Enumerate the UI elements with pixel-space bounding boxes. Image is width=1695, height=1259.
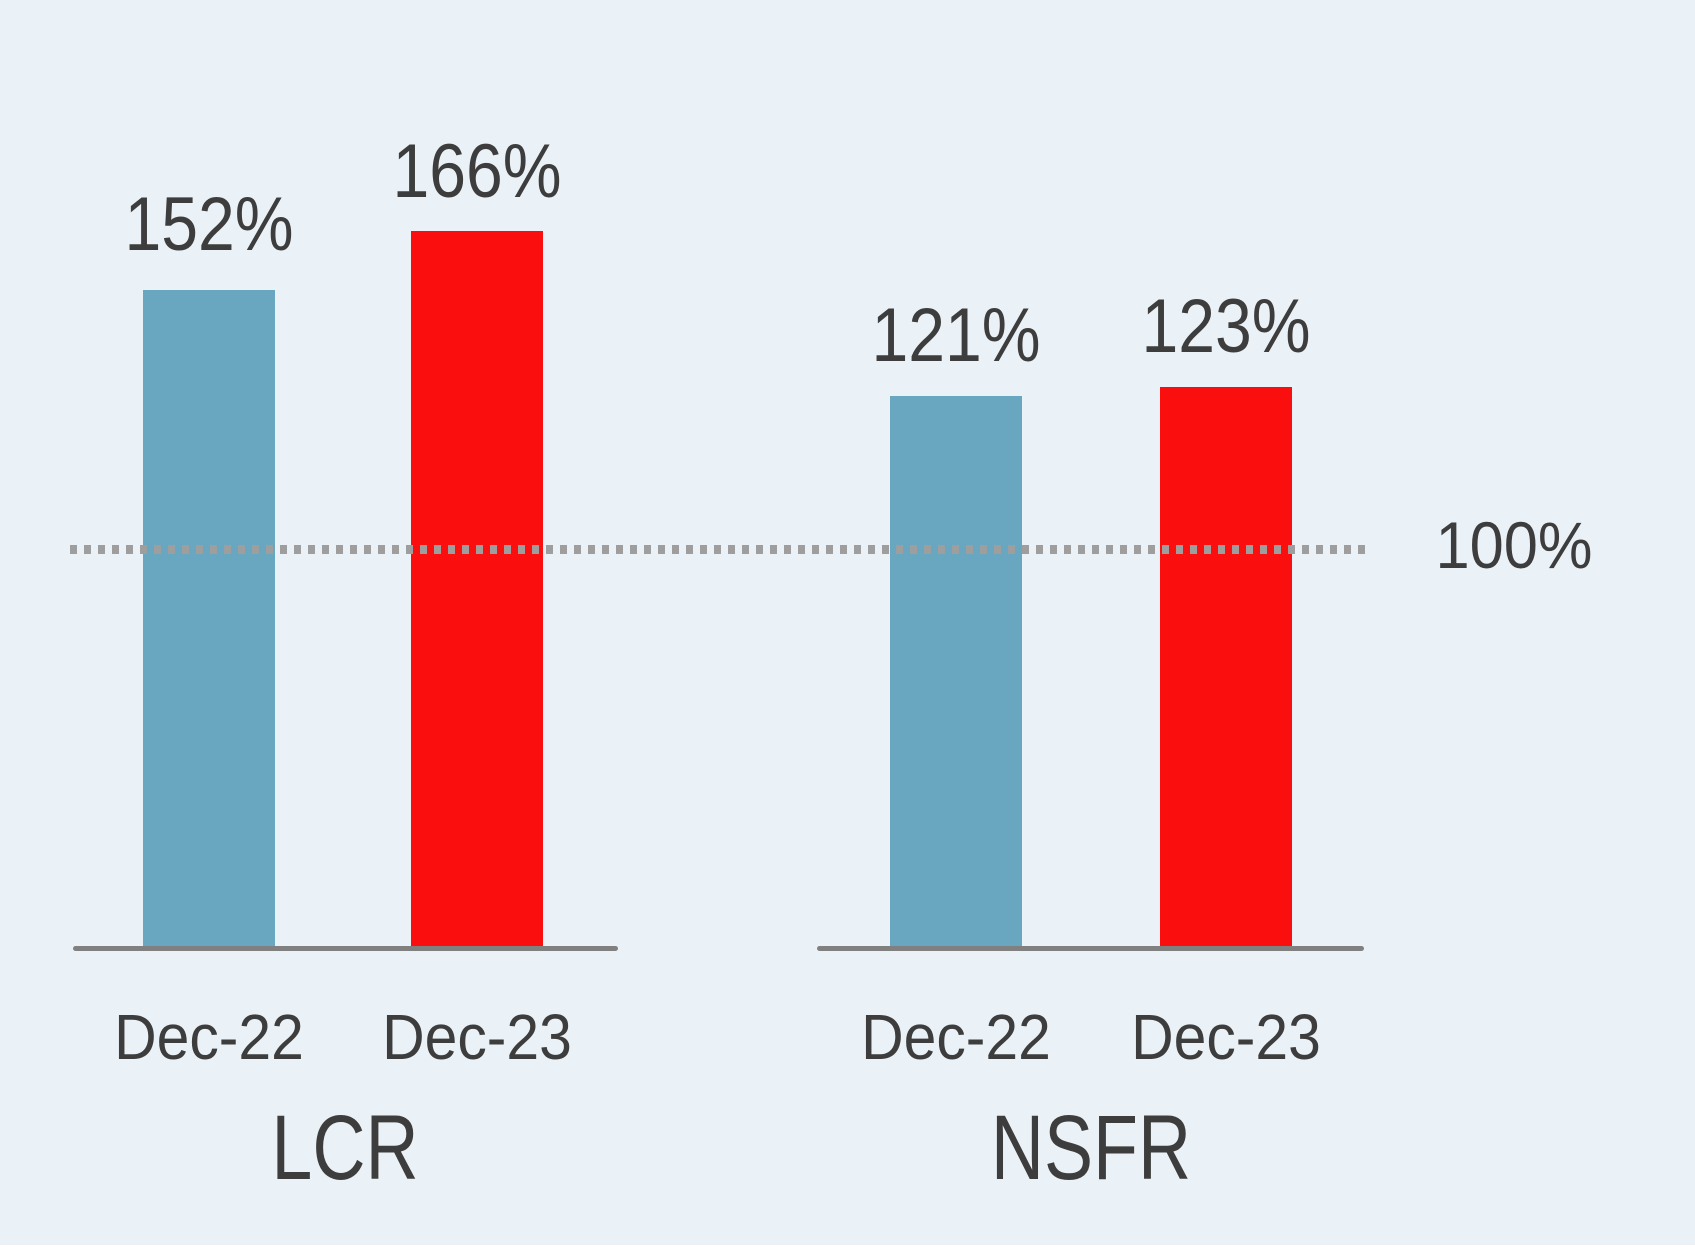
value-label-nsfr-dec22: 121%: [871, 293, 1041, 378]
footer-strip: [0, 1245, 1695, 1259]
category-label-lcr-dec22: Dec-22: [114, 1001, 304, 1073]
reference-line-label: 100%: [1435, 508, 1593, 582]
value-label-lcr-dec22: 152%: [124, 182, 294, 267]
x-axis-line-lcr: [73, 946, 618, 951]
group-title-lcr: LCR: [271, 1097, 419, 1199]
bar-lcr-dec22: [143, 290, 275, 946]
bar-nsfr-dec22: [890, 396, 1022, 946]
category-label-nsfr-dec23: Dec-23: [1131, 1001, 1321, 1073]
reference-line-100: [70, 545, 1372, 554]
group-title-nsfr: NSFR: [990, 1097, 1192, 1199]
category-label-lcr-dec23: Dec-23: [382, 1001, 572, 1073]
bar-lcr-dec23: [411, 231, 543, 946]
category-label-nsfr-dec22: Dec-22: [861, 1001, 1051, 1073]
value-label-nsfr-dec23: 123%: [1141, 284, 1311, 369]
bar-nsfr-dec23: [1160, 387, 1292, 946]
value-label-lcr-dec23: 166%: [392, 129, 562, 214]
x-axis-line-nsfr: [817, 946, 1364, 951]
